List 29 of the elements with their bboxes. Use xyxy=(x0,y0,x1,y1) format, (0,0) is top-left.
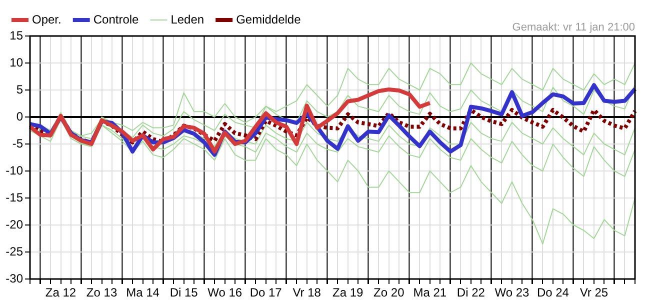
x-tick-label: Za 19 xyxy=(332,286,364,300)
legend-label: Controle xyxy=(93,12,140,26)
y-tick-label: 10 xyxy=(10,55,24,70)
x-tick-label: Do 17 xyxy=(250,286,282,300)
y-tick-label: -20 xyxy=(6,217,24,232)
y-tick-label: -5 xyxy=(12,136,24,150)
x-tick-label: Zo 13 xyxy=(86,286,118,300)
y-tick-label: 15 xyxy=(10,28,24,42)
y-tick-label: -30 xyxy=(6,271,24,286)
x-tick-label: Di 22 xyxy=(456,286,486,300)
x-tick-label: Ma 14 xyxy=(126,286,160,300)
x-tick-label: Zo 20 xyxy=(374,286,405,300)
y-tick-label: -15 xyxy=(6,190,24,204)
x-tick-label: Za 12 xyxy=(45,286,76,300)
y-tick-label: -10 xyxy=(6,163,24,178)
x-tick-label: Do 24 xyxy=(536,286,570,300)
x-tick-label: Vr 18 xyxy=(292,286,322,300)
text: Gemaakt: vr 11 jan 21:00 xyxy=(512,22,635,34)
x-tick-label: Wo 16 xyxy=(208,286,242,300)
y-tick-label: 5 xyxy=(16,82,24,96)
x-tick-label: Ma 21 xyxy=(413,286,447,300)
x-tick-label: Di 15 xyxy=(170,286,198,300)
legend-label: Gemiddelde xyxy=(236,12,302,26)
y-tick-label: -25 xyxy=(6,244,24,258)
legend-label: Oper. xyxy=(32,12,62,26)
y-tick-label: 0 xyxy=(16,109,24,124)
x-tick-label: Vr 25 xyxy=(580,286,608,300)
x-tick-label: Wo 23 xyxy=(494,286,530,300)
legend-label: Leden xyxy=(170,12,204,26)
